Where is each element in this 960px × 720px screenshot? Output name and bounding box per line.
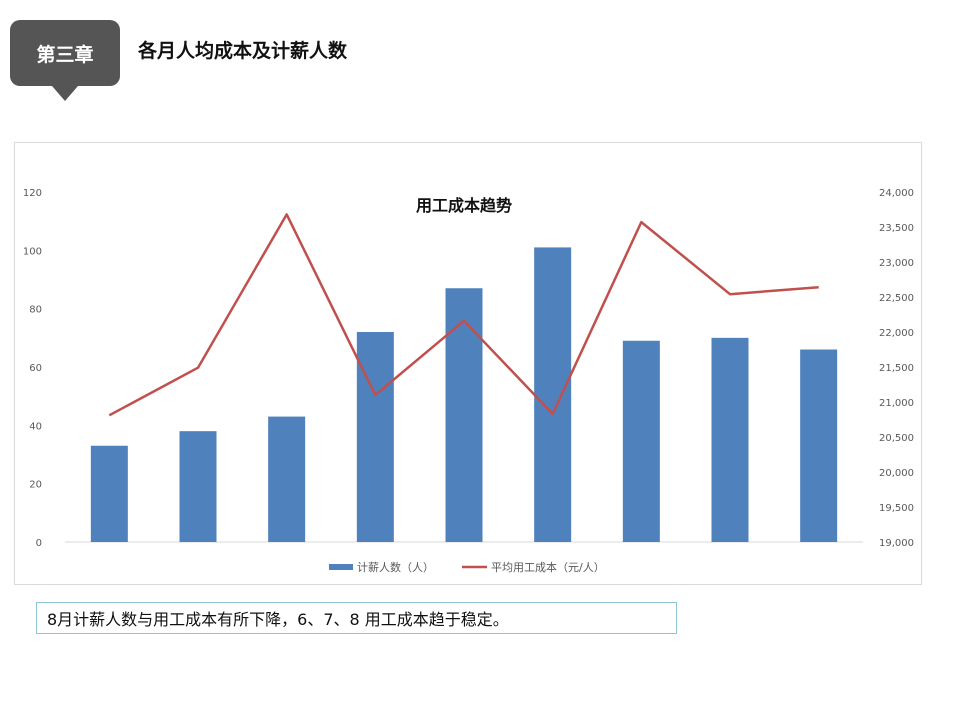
bar xyxy=(711,337,749,542)
bar xyxy=(534,247,572,542)
y-right-tick-label: 22,500 xyxy=(879,293,914,304)
y-left-tick-label: 80 xyxy=(29,305,42,316)
y-right-tick-label: 19,000 xyxy=(879,538,914,549)
y-right-tick-label: 23,000 xyxy=(879,258,914,269)
chapter-label: 第三章 xyxy=(36,43,94,66)
y-right-tick-label: 24,000 xyxy=(879,188,914,199)
y-left-tick-label: 120 xyxy=(23,188,42,199)
y-left-tick-label: 20 xyxy=(29,480,42,491)
y-right-tick-label: 23,500 xyxy=(879,223,914,234)
chapter-badge-pointer xyxy=(52,86,78,101)
bar xyxy=(179,431,217,542)
chart-title: 用工成本趋势 xyxy=(416,196,512,215)
bar xyxy=(622,340,660,542)
summary-note-text: 8月计薪人数与用工成本有所下降，6、7、8 用工成本趋于稳定。 xyxy=(47,610,509,629)
bar xyxy=(445,288,483,542)
chart-frame: 0 20 40 60 80 100 120 19,000 19,500 20,000 20,500 2… xyxy=(14,142,922,585)
y-right-tick-label: 20,500 xyxy=(879,433,914,444)
y-right-tick-label: 21,500 xyxy=(879,363,914,374)
legend-line-label: 平均用工成本（元/人） xyxy=(491,560,605,574)
y-right-tick-label: 21,000 xyxy=(879,398,914,409)
y-left-tick-label: 0 xyxy=(36,538,42,549)
y-left-tick-label: 100 xyxy=(23,246,42,257)
y-left-tick-label: 60 xyxy=(29,363,42,374)
y-right-tick-label: 19,500 xyxy=(879,503,914,514)
combo-chart: 0 20 40 60 80 100 120 19,000 19,500 20,000 20,500 2… xyxy=(23,188,914,574)
bar xyxy=(90,445,128,542)
y-right-tick-label: 20,000 xyxy=(879,468,914,479)
chapter-badge: 第三章 xyxy=(10,20,120,86)
y-left-tick-label: 40 xyxy=(29,421,42,432)
summary-note: 8月计薪人数与用工成本有所下降，6、7、8 用工成本趋于稳定。 xyxy=(36,602,677,634)
legend-bar-label: 计薪人数（人） xyxy=(357,561,434,574)
bar xyxy=(268,416,306,542)
y-right-tick-label: 22,000 xyxy=(879,328,914,339)
bar xyxy=(800,349,838,542)
legend-bar-swatch xyxy=(329,564,353,570)
page-title: 各月人均成本及计薪人数 xyxy=(138,40,348,62)
bar xyxy=(356,332,394,542)
